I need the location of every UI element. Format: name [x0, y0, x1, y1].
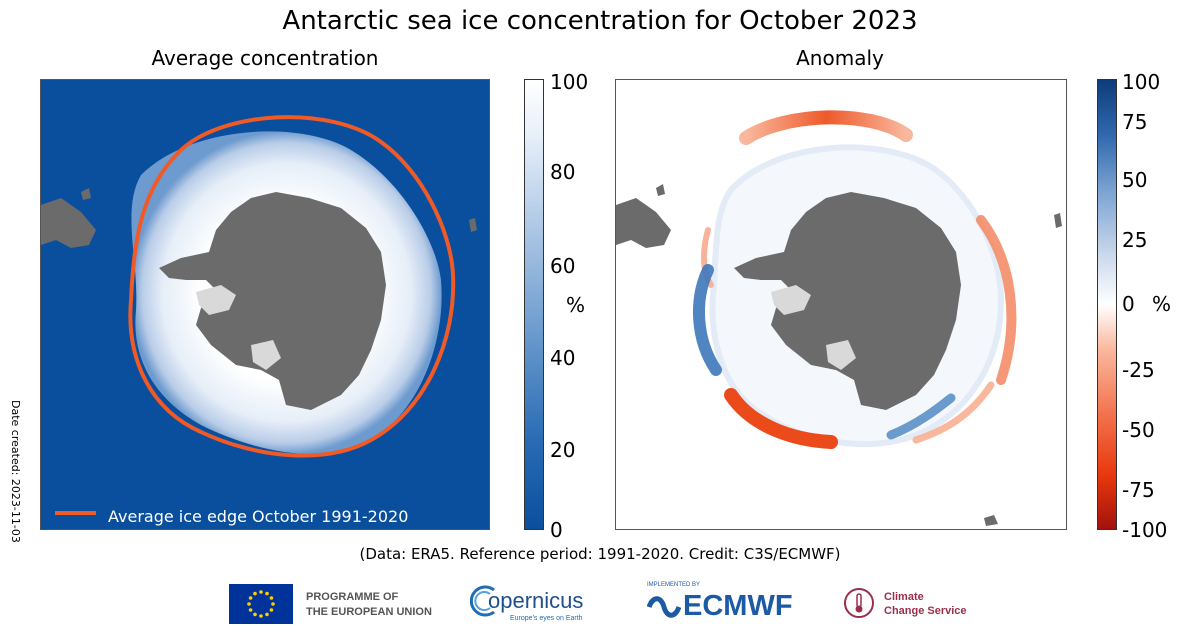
- c3s-line2: Change Service: [884, 605, 967, 617]
- colorbar-tick: 50: [1122, 168, 1148, 192]
- left-panel-title: Average concentration: [151, 46, 379, 70]
- positive-anomaly-west: [693, 264, 722, 376]
- positive-anomaly-south: [886, 393, 956, 440]
- eu-line1: PROGRAMME OF: [306, 591, 399, 603]
- ecmwf-implemented: IMPLEMENTED BY: [647, 582, 701, 588]
- copernicus-name: opernicus: [488, 588, 584, 613]
- colorbar-tick: 0: [1122, 292, 1135, 316]
- right-panel-title: Anomaly: [796, 46, 884, 70]
- island-land: [81, 188, 91, 200]
- average-ice-edge-line: [128, 115, 456, 458]
- negative-anomaly-east: [976, 215, 1017, 385]
- concentration-colorbar: [524, 79, 544, 530]
- colorbar-tick: 40: [550, 346, 576, 370]
- colorbar-tick: -50: [1122, 418, 1155, 442]
- colorbar-unit: %: [1152, 292, 1172, 316]
- eu-programme-text: PROGRAMME OF THE EUROPEAN UNION: [306, 590, 432, 620]
- colorbar-tick: 0: [550, 518, 563, 542]
- south-america-land: [41, 198, 96, 248]
- colorbar-tick: -75: [1122, 478, 1155, 502]
- ecmwf-logo: IMPLEMENTED BY ECMWF: [647, 582, 817, 628]
- colorbar-tick: 100: [1122, 70, 1161, 94]
- copernicus-c-icon: [470, 585, 495, 617]
- antarctica-land: [734, 192, 961, 410]
- date-created: Date created: 2023-11-03: [6, 400, 26, 543]
- negative-anomaly-north: [739, 110, 913, 145]
- negative-anomaly-southeast: [912, 381, 995, 444]
- antarctica-land: [159, 192, 386, 410]
- colorbar-tick: 20: [550, 438, 576, 462]
- colorbar-tick: 60: [550, 254, 576, 278]
- colorbar-tick: -100: [1122, 518, 1168, 542]
- main-title: Antarctic sea ice concentration for Octo…: [282, 6, 918, 36]
- anomaly-colorbar: [1097, 79, 1117, 530]
- thermometer-icon: [844, 588, 874, 618]
- island-land: [1054, 213, 1062, 228]
- ice-shelf: [826, 340, 856, 370]
- eu-line2: THE EUROPEAN UNION: [306, 606, 432, 618]
- anomaly-map: [615, 79, 1067, 530]
- eu-flag-logo: [229, 584, 293, 624]
- c3s-logo: Climate Change Service: [842, 584, 992, 624]
- colorbar-tick: 75: [1122, 110, 1148, 134]
- ice-edge-legend-label: Average ice edge October 1991-2020: [108, 507, 409, 526]
- ecmwf-waves-icon: [647, 596, 681, 618]
- ice-shelf: [251, 340, 281, 370]
- c3s-text: Climate Change Service: [884, 590, 967, 618]
- island-land: [469, 218, 477, 232]
- c3s-line1: Climate: [884, 591, 924, 603]
- colorbar-tick: 80: [550, 160, 576, 184]
- average-concentration-map: [40, 79, 490, 530]
- ice-shelf: [196, 285, 236, 315]
- ice-shelf: [771, 285, 811, 315]
- colorbar-tick: 25: [1122, 228, 1148, 252]
- date-created-text: Date created: 2023-11-03: [9, 400, 22, 543]
- colorbar-unit: %: [566, 293, 586, 317]
- colorbar-tick: -25: [1122, 358, 1155, 382]
- island-land: [984, 515, 998, 526]
- negative-anomaly-southwest: [724, 388, 838, 449]
- south-america-land: [616, 198, 671, 248]
- credits-line: (Data: ERA5. Reference period: 1991-2020…: [359, 545, 841, 563]
- ecmwf-name: ECMWF: [683, 590, 793, 622]
- colorbar-tick: 100: [550, 70, 589, 94]
- island-land: [656, 184, 665, 196]
- copernicus-logo: opernicus Europe's eyes on Earth: [470, 582, 600, 628]
- copernicus-tagline: Europe's eyes on Earth: [510, 615, 583, 622]
